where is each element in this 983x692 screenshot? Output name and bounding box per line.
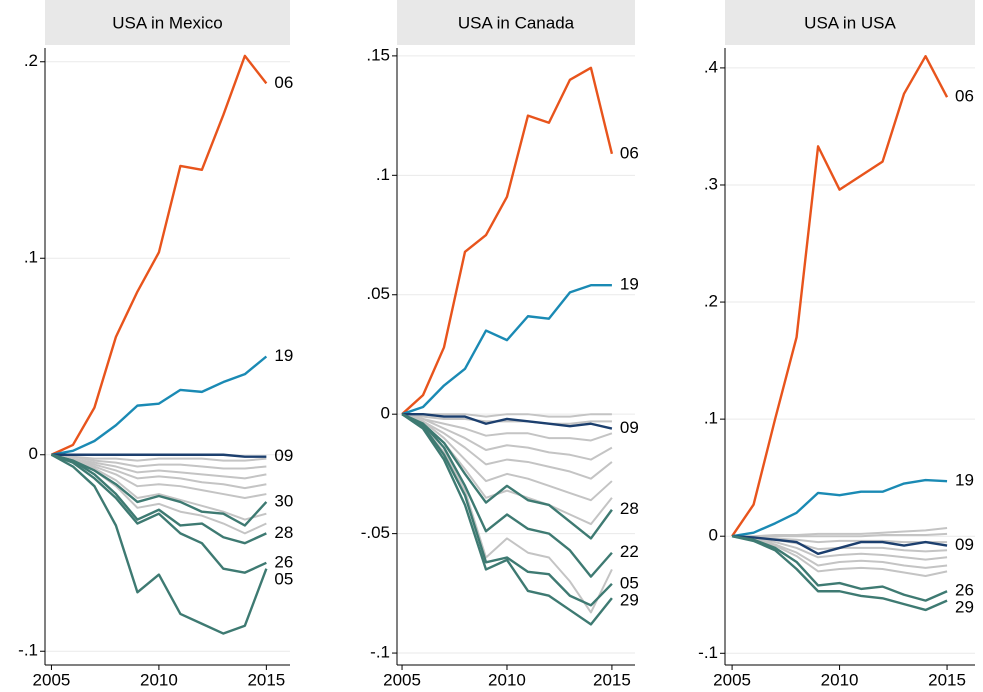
series-line: [401, 413, 613, 578]
y-tick-label: .1: [24, 248, 38, 267]
series-line: [402, 413, 612, 418]
panel-title: USA in Canada: [458, 13, 575, 32]
series-label: 09: [620, 418, 639, 437]
series-line: [401, 413, 613, 480]
series-line: [401, 413, 613, 540]
series-label: 26: [274, 552, 293, 571]
y-tick-label: -.05: [361, 523, 390, 542]
series-line: [50, 54, 268, 456]
y-tick-label: .1: [704, 409, 718, 428]
series-line: [51, 453, 267, 458]
series-line: [51, 453, 267, 545]
panel-title: USA in USA: [804, 13, 896, 32]
y-tick-label: .2: [704, 292, 718, 311]
series-label: 06: [274, 73, 293, 92]
x-tick-label: 2010: [821, 670, 859, 689]
series-line: [401, 413, 612, 425]
x-tick-label: 2005: [383, 670, 421, 689]
x-tick-label: 2010: [140, 670, 178, 689]
series-line: [731, 535, 948, 612]
y-tick-label: -.1: [698, 643, 718, 662]
y-tick-label: .1: [376, 165, 390, 184]
series-label: 19: [620, 275, 639, 294]
y-tick-label: 0: [709, 526, 718, 545]
y-tick-label: 0: [29, 444, 38, 463]
x-tick-label: 2015: [247, 670, 285, 689]
series-line: [732, 535, 948, 555]
series-line: [401, 413, 613, 626]
series-line: [731, 535, 948, 602]
y-tick-label: -.1: [18, 641, 38, 660]
series-label: 06: [955, 87, 974, 106]
panel-header: [45, 0, 290, 45]
series-label: 26: [955, 581, 974, 600]
series-label: 30: [274, 491, 293, 510]
y-tick-label: -.1: [370, 643, 390, 662]
series-label: 28: [274, 523, 293, 542]
series-label: 06: [620, 143, 639, 162]
series-label: 09: [955, 535, 974, 554]
series-line: [51, 453, 268, 527]
series-line: [731, 535, 948, 578]
y-tick-label: .3: [704, 174, 718, 193]
series-line: [401, 66, 614, 416]
series-line: [401, 413, 613, 502]
x-tick-label: 2015: [928, 670, 966, 689]
series-line: [731, 478, 948, 538]
panel-header: [397, 0, 635, 45]
series-label: 29: [620, 590, 639, 609]
series-line: [731, 535, 948, 561]
y-tick-label: .2: [24, 51, 38, 70]
series-line: [51, 453, 267, 462]
panel-title: USA in Mexico: [112, 13, 223, 32]
series-line: [401, 413, 613, 607]
y-tick-label: 0: [381, 404, 390, 423]
series-label: 05: [620, 573, 639, 592]
x-tick-label: 2005: [33, 670, 71, 689]
series-line: [401, 413, 613, 442]
series-line: [51, 355, 268, 456]
series-line: [51, 453, 267, 490]
series-line: [51, 453, 267, 480]
y-tick-label: .05: [366, 284, 390, 303]
panel-header: [725, 0, 975, 45]
series-line: [401, 284, 612, 416]
series-line: [50, 453, 268, 635]
series-label: 19: [274, 346, 293, 365]
series-line: [51, 453, 267, 470]
series-label: 05: [274, 569, 293, 588]
series-line: [732, 532, 948, 538]
series-line: [51, 453, 267, 574]
x-tick-label: 2015: [593, 670, 631, 689]
series-label: 09: [274, 446, 293, 465]
series-line: [731, 55, 949, 537]
series-line: [51, 453, 267, 499]
series-line: [731, 535, 948, 569]
series-line: [402, 412, 613, 430]
x-tick-label: 2010: [488, 670, 526, 689]
series-line: [401, 413, 613, 461]
series-label: 29: [955, 598, 974, 617]
x-tick-label: 2005: [713, 670, 751, 689]
y-tick-label: .4: [704, 57, 718, 76]
series-label: 28: [620, 499, 639, 518]
series-label: 22: [620, 542, 639, 561]
y-tick-label: .15: [366, 45, 390, 64]
series-label: 19: [955, 471, 974, 490]
